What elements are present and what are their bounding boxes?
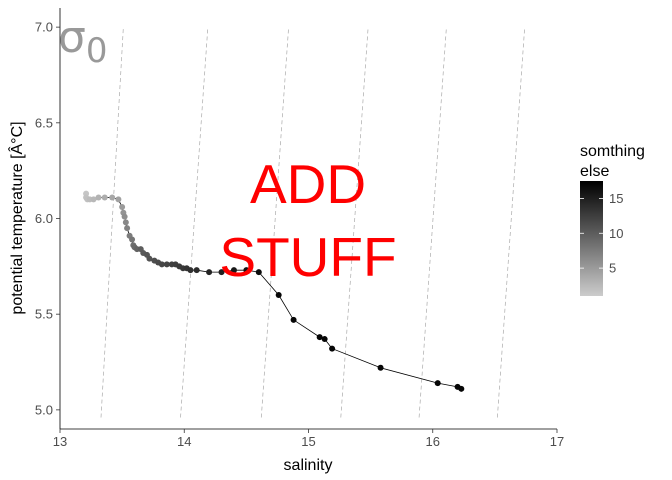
- data-point: [119, 204, 126, 211]
- data-point: [377, 364, 384, 371]
- x-axis-title: salinity: [284, 457, 333, 474]
- x-tick-label: 16: [426, 434, 440, 449]
- data-points: [83, 190, 465, 392]
- isopycnal-lines: [100, 27, 526, 418]
- data-point: [255, 269, 262, 276]
- data-point: [243, 267, 250, 274]
- x-ticks: 13 14 15 16 17: [53, 429, 564, 449]
- data-point: [290, 316, 297, 323]
- legend-title-line-1: somthing: [580, 143, 645, 160]
- colorbar-tick-label: 5: [609, 261, 616, 276]
- data-point: [316, 334, 323, 341]
- data-point: [121, 213, 128, 220]
- data-point: [122, 219, 129, 226]
- annotation-line-1: ADD: [250, 153, 366, 215]
- data-point: [434, 380, 441, 387]
- data-point: [187, 267, 194, 274]
- y-tick-label: 5.0: [35, 402, 53, 417]
- sigma-symbol: σ: [58, 12, 86, 63]
- isopycnal-line-6: [497, 27, 526, 418]
- isopycnal-line-3: [260, 27, 289, 418]
- data-point: [95, 194, 102, 201]
- data-point: [206, 269, 213, 276]
- data-point: [329, 345, 336, 352]
- y-ticks: 5.0 5.5 6.0 6.5 7.0: [35, 20, 60, 417]
- y-axis-title: potential temperature [Â°C]: [7, 121, 26, 314]
- sigma-subscript: 0: [86, 31, 108, 71]
- annotation-line-2: STUFF: [219, 226, 396, 288]
- x-tick-label: 17: [550, 434, 564, 449]
- isopycnal-line-4: [340, 27, 369, 418]
- isopycnal-line-1: [100, 27, 124, 418]
- y-tick-label: 6.5: [35, 115, 53, 130]
- data-point: [193, 267, 200, 274]
- panel-background: [60, 8, 557, 429]
- data-point: [163, 261, 170, 268]
- axes: 13 14 15 16 17 5.0 5.5 6.0 6.5 7.0 salinity pote…: [7, 8, 564, 474]
- x-tick-label: 15: [301, 434, 315, 449]
- legend-title-line-2: else: [580, 163, 609, 180]
- data-point: [158, 261, 165, 268]
- isopycnal-line-5: [418, 27, 447, 418]
- colorbar-tick-label: 10: [609, 226, 623, 241]
- data-point: [458, 385, 465, 392]
- y-tick-label: 6.0: [35, 211, 53, 226]
- svg-text:σ0: σ0: [58, 12, 108, 71]
- data-point: [321, 336, 328, 343]
- data-point: [90, 196, 97, 203]
- y-tick-label: 7.0: [35, 20, 53, 35]
- y-tick-label: 5.5: [35, 307, 53, 322]
- data-point: [124, 225, 131, 232]
- data-point: [230, 267, 237, 274]
- data-point: [115, 196, 122, 203]
- x-tick-label: 13: [53, 434, 67, 449]
- data-point: [101, 194, 108, 201]
- data-point: [146, 255, 153, 262]
- isopycnal-label: σ0: [58, 12, 108, 71]
- isopycnal-line-2: [180, 27, 209, 418]
- colorbar: [580, 181, 603, 296]
- data-point: [275, 292, 282, 299]
- data-point: [218, 269, 225, 276]
- annotation: ADD STUFF: [219, 153, 396, 288]
- panel: σ0 ADD STUFF: [58, 8, 557, 429]
- x-tick-label: 14: [177, 434, 191, 449]
- data-point: [109, 194, 116, 201]
- colorbar-ticks: 5 10 15: [580, 191, 623, 276]
- data-point: [129, 236, 136, 243]
- colorbar-legend: somthing else 5 10 15: [580, 143, 645, 296]
- colorbar-tick-label: 15: [609, 191, 623, 206]
